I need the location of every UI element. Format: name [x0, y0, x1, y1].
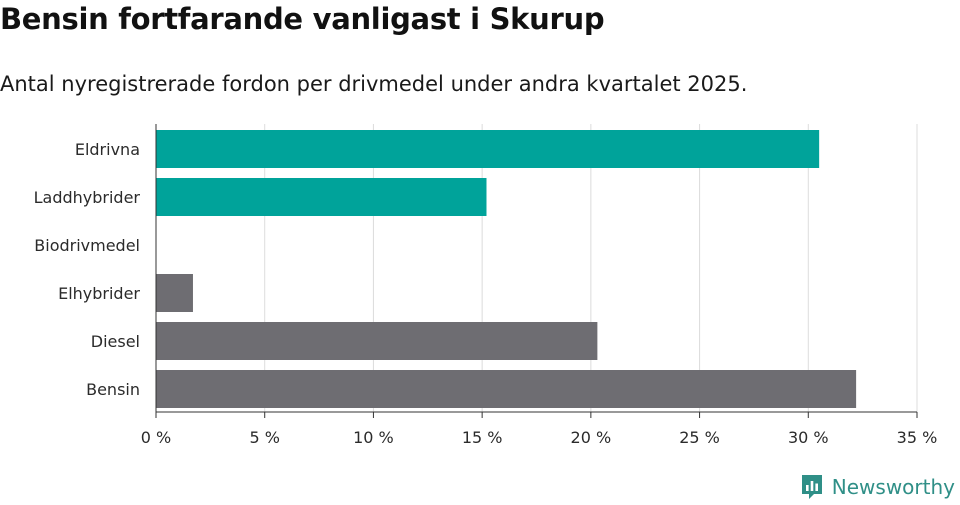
x-tick-label: 30 %: [788, 428, 829, 447]
bar: [156, 274, 193, 312]
x-tick-label: 35 %: [897, 428, 938, 447]
newsworthy-logo-icon: [801, 475, 822, 499]
newsworthy-brand: Newsworthy: [800, 473, 955, 501]
x-tick-label: 15 %: [462, 428, 503, 447]
x-tick-label: 25 %: [679, 428, 720, 447]
bars: [156, 130, 857, 408]
gridlines: [264, 124, 918, 412]
x-tick-label: 5 %: [249, 428, 279, 447]
category-label: Elhybrider: [58, 284, 140, 303]
category-label: Biodrivmedel: [34, 236, 140, 255]
bar: [156, 178, 487, 216]
chart-title: Bensin fortfarande vanligast i Skurup: [0, 2, 605, 36]
x-tick-label: 20 %: [571, 428, 612, 447]
bar: [156, 130, 820, 168]
x-tick-label: 0 %: [141, 428, 171, 447]
category-labels: Eldrivna Laddhybrider Biodrivmedel Elhybrid…: [34, 140, 141, 399]
category-label: Diesel: [91, 332, 140, 351]
bar: [156, 370, 857, 408]
category-label: Eldrivna: [75, 140, 140, 159]
bar: [156, 322, 598, 360]
x-axis: 0 % 5 % 10 % 15 % 20 % 25 % 30 % 35 %: [141, 124, 938, 447]
x-tick-label: 10 %: [353, 428, 394, 447]
category-label: Bensin: [86, 380, 140, 399]
category-label: Laddhybrider: [34, 188, 141, 207]
brand-name: Newsworthy: [831, 475, 955, 499]
chart-subtitle: Antal nyregistrerade fordon per drivmede…: [0, 72, 748, 96]
